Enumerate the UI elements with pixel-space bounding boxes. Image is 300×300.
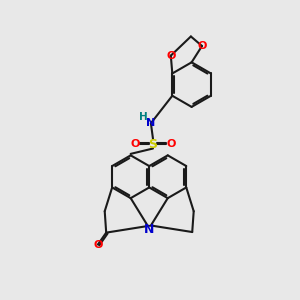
Text: O: O (93, 239, 103, 250)
Text: O: O (130, 139, 140, 149)
Text: S: S (148, 138, 158, 151)
Text: H: H (139, 112, 148, 122)
Text: N: N (146, 118, 155, 128)
Text: O: O (166, 51, 176, 61)
Text: O: O (197, 41, 207, 51)
Text: O: O (166, 139, 176, 149)
Text: N: N (144, 223, 154, 236)
